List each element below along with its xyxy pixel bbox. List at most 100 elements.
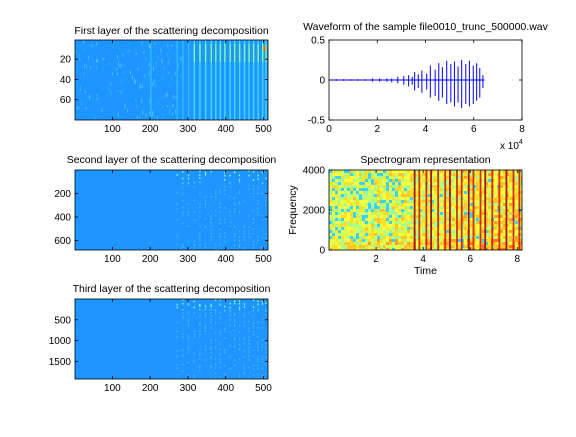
spectrogram-cell [431, 215, 434, 218]
spectrogram-cell [458, 248, 461, 250]
spectrogram-cell [362, 224, 365, 227]
spectrogram-cell [452, 188, 455, 191]
spectrogram-cell [365, 248, 368, 250]
spectrogram-cell [419, 239, 422, 242]
spectrogram-cell [380, 209, 383, 212]
spectrogram-cell [359, 185, 362, 188]
spectrogram-cell [428, 203, 431, 206]
heatmap-cell [123, 63, 125, 67]
heatmap-cell [248, 336, 250, 338]
heatmap-cell [257, 239, 259, 242]
heatmap-cell [83, 40, 85, 44]
spectrogram-cell [407, 230, 410, 233]
spectrogram-cell [515, 209, 518, 212]
heatmap-cell [238, 244, 241, 246]
spectrogram-cell [374, 206, 377, 209]
heatmap-cell [234, 339, 236, 341]
heatmap-cell [85, 107, 87, 110]
heatmap-cell [172, 104, 174, 107]
heatmap-cell [252, 309, 255, 312]
spectrogram-cell [464, 197, 467, 200]
spectrogram-cell [350, 224, 353, 227]
spectrogram-cell [422, 215, 425, 218]
spectrogram-cell [374, 176, 377, 179]
heatmap-cell [224, 309, 226, 312]
spectrogram-cell [515, 248, 518, 250]
spectrogram-cell [365, 242, 368, 245]
spectrogram-cell [473, 191, 476, 194]
spectrogram-cell [416, 212, 419, 215]
heatmap-cell [177, 63, 179, 68]
heatmap-cell [166, 53, 168, 58]
spectrogram-cell [341, 218, 344, 221]
spectrogram-cell [362, 236, 365, 239]
spectrogram-cell [434, 212, 437, 215]
spectrogram-cell [416, 173, 419, 176]
heatmap-cell [187, 185, 190, 187]
heatmap-cell [252, 354, 255, 357]
spectrogram-cell [506, 221, 509, 224]
spectrogram-event-stripe [418, 170, 421, 250]
heatmap-cell [257, 199, 259, 202]
spectrogram-cell [416, 179, 419, 182]
spectrogram-cell [473, 212, 476, 215]
spectrogram-cell [365, 182, 368, 185]
spectrogram-cell [356, 224, 359, 227]
spectrogram-heatmap [329, 170, 522, 250]
heatmap-cell [187, 241, 190, 243]
spectrogram-cell [488, 188, 491, 191]
spectrogram-cell [452, 200, 455, 203]
heatmap-cell [243, 367, 246, 369]
spectrogram-cell [401, 182, 404, 185]
spectrogram-cell [485, 218, 488, 221]
spectrogram-cell [434, 200, 437, 203]
spectrogram-cell [470, 182, 473, 185]
spectrogram-cell [338, 191, 341, 194]
spectrogram-cell [374, 218, 377, 221]
spectrogram-cell [482, 188, 485, 191]
spectrogram-cell [359, 230, 362, 233]
heatmap-cell [257, 367, 259, 370]
spectrogram-cell [515, 194, 518, 197]
spectrogram-cell [371, 176, 374, 179]
spectrogram-cell [389, 215, 392, 218]
heatmap-cell [83, 48, 85, 51]
spectrogram-cell [350, 218, 353, 221]
spectrogram-cell [332, 188, 335, 191]
spectrogram-cell [398, 248, 401, 250]
spectrogram-cell [332, 179, 335, 182]
spectrogram-cell [506, 173, 509, 176]
spectrogram-cell [494, 176, 497, 179]
spectrogram-cell [452, 203, 455, 206]
spectrogram-cell [419, 218, 422, 221]
spectrogram-cell [419, 200, 422, 203]
spectrogram-cell [416, 197, 419, 200]
heatmap-cell [238, 337, 241, 340]
spectrogram-cell [446, 179, 449, 182]
heatmap-cell [187, 324, 190, 326]
heatmap-cell [261, 374, 264, 377]
spectrogram-cell [392, 209, 395, 212]
spectrogram-cell [521, 173, 522, 176]
heatmap-cell [187, 203, 190, 205]
spectrogram-cell [485, 215, 488, 218]
x-tick-label: 200 [142, 124, 159, 135]
spectrogram-cell [362, 218, 365, 221]
heatmap-cell [199, 181, 201, 184]
heatmap-cell [238, 179, 241, 181]
spectrogram-cell [365, 224, 368, 227]
heatmap-cell [157, 101, 159, 104]
heatmap-cell [139, 86, 141, 91]
spectrogram-cell [485, 248, 488, 250]
spectrogram-cell [473, 197, 476, 200]
heatmap-cell [229, 325, 231, 328]
spectrogram-cell [416, 200, 419, 203]
heatmap-cell [182, 192, 184, 195]
spectrogram-cell [335, 224, 338, 227]
spectrogram-cell [470, 185, 473, 188]
spectrogram-cell [494, 221, 497, 224]
spectrogram-cell [362, 242, 365, 245]
heatmap-cell [182, 200, 184, 202]
spectrogram-cell [383, 215, 386, 218]
spectrogram-cell [509, 233, 512, 236]
